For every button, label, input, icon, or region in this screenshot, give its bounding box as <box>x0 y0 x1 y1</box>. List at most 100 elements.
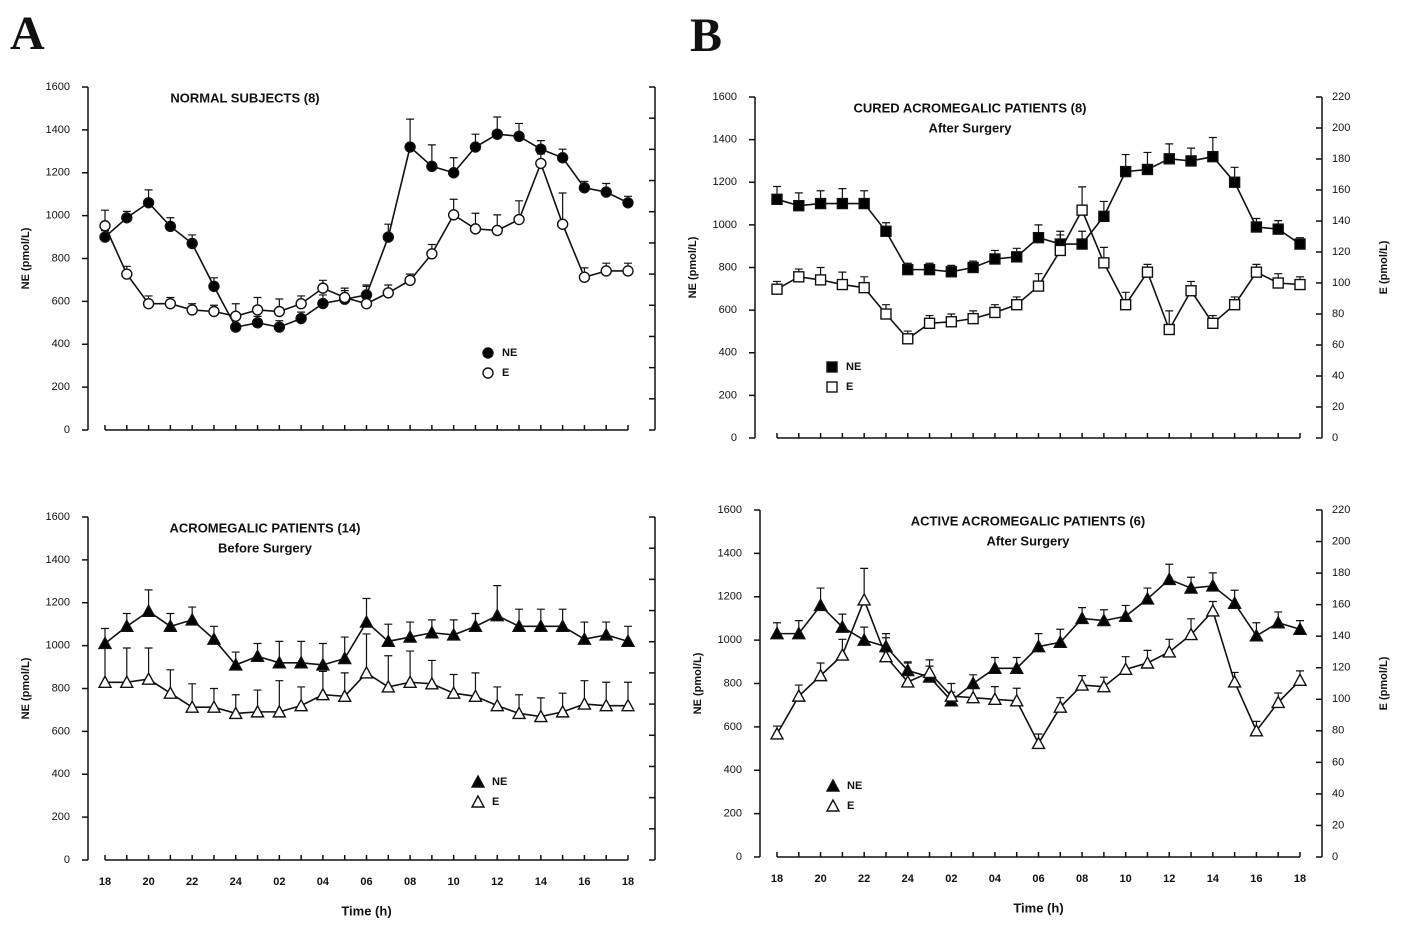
chart-title: ACTIVE ACROMEGALIC PATIENTS (6) <box>911 513 1145 528</box>
marker <box>446 627 461 641</box>
marker <box>1009 660 1024 675</box>
marker <box>1098 257 1110 269</box>
marker <box>1119 299 1132 311</box>
y-tick-label: 0 <box>736 851 742 863</box>
y2-tick-label: 140 <box>1332 215 1350 227</box>
y2-tick-label: 180 <box>1332 567 1350 579</box>
y2-tick-label: 140 <box>1332 630 1350 642</box>
marker <box>599 698 614 712</box>
marker <box>317 282 329 294</box>
marker <box>293 698 309 712</box>
legend-marker <box>470 794 486 808</box>
marker <box>814 197 827 210</box>
marker <box>1271 615 1286 629</box>
marker <box>1011 299 1023 311</box>
marker <box>119 618 134 633</box>
y2-tick-label: 0 <box>1332 432 1338 444</box>
marker <box>337 688 352 702</box>
marker <box>1185 155 1197 167</box>
marker <box>535 157 547 170</box>
y-tick-label: 800 <box>52 682 70 694</box>
y2-tick-label: 120 <box>665 667 683 679</box>
marker <box>208 280 220 293</box>
marker <box>1185 285 1197 297</box>
legend-marker <box>482 347 494 359</box>
y2-tick-label: 180 <box>665 573 683 585</box>
marker <box>1183 580 1199 594</box>
marker <box>880 308 892 320</box>
y-tick-label: 600 <box>52 725 70 737</box>
marker <box>791 626 806 640</box>
marker <box>1096 679 1112 693</box>
x-tick-label: 16 <box>578 876 590 888</box>
marker <box>1292 621 1308 635</box>
y2-axis-labels: 0 20 40 60 80 100 120 140 160 180 200 220 E (pmol/L) <box>1332 91 1390 444</box>
marker <box>424 625 440 639</box>
y2-tick-label: 40 <box>665 362 677 374</box>
marker <box>533 709 549 723</box>
x-axis-label: Time (h) <box>1013 900 1063 915</box>
marker <box>1205 578 1221 592</box>
marker <box>1074 677 1090 691</box>
series-line <box>105 671 628 718</box>
marker <box>967 261 979 274</box>
marker <box>295 298 307 310</box>
marker <box>1272 223 1284 235</box>
marker <box>1032 231 1045 244</box>
legend-marker <box>826 381 838 393</box>
marker <box>989 306 1001 319</box>
marker <box>491 128 503 140</box>
y-tick-label: 1400 <box>46 124 70 136</box>
y-tick-label: 1200 <box>713 176 737 188</box>
marker <box>424 676 440 690</box>
marker <box>923 317 936 329</box>
marker <box>620 698 636 712</box>
marker <box>791 688 806 702</box>
marker <box>164 298 177 310</box>
legend-label: E <box>502 367 509 379</box>
marker <box>426 248 438 260</box>
y2-tick-label: 40 <box>665 792 677 804</box>
y-tick-label: 200 <box>719 389 737 401</box>
y2-tick-label: 0 <box>1332 851 1338 863</box>
y2-tick-label: 100 <box>1332 277 1350 289</box>
marker <box>945 266 958 278</box>
marker <box>902 333 914 345</box>
marker <box>1141 266 1154 278</box>
legend-label: NE <box>502 347 517 359</box>
panel-label: A <box>10 7 45 60</box>
marker <box>878 649 894 663</box>
marker <box>1031 639 1046 653</box>
marker <box>577 696 592 710</box>
y2-tick-label: 20 <box>665 393 677 405</box>
y-tick-label: 200 <box>724 808 742 820</box>
y2-tick-label: 80 <box>1332 308 1344 320</box>
legend-label: NE <box>492 776 507 788</box>
marker <box>206 699 222 713</box>
legend-label: E <box>847 800 854 812</box>
marker <box>793 199 805 212</box>
y2-tick-label: 60 <box>665 330 677 342</box>
y2-tick-label: 20 <box>1332 401 1344 413</box>
marker <box>230 321 242 333</box>
marker <box>902 263 914 276</box>
marker <box>339 291 351 304</box>
marker <box>1074 610 1090 625</box>
marker <box>447 209 460 221</box>
marker <box>1118 608 1133 622</box>
y2-tick-label: 100 <box>665 268 683 280</box>
marker <box>835 647 850 661</box>
marker <box>468 618 483 633</box>
series-line <box>776 155 1301 273</box>
marker <box>600 265 612 277</box>
marker <box>1227 595 1242 609</box>
y2-tick-label: 20 <box>1332 819 1344 831</box>
marker <box>1140 655 1155 669</box>
marker <box>250 704 265 718</box>
marker <box>769 726 785 740</box>
panel-label: B <box>690 9 722 62</box>
x-tick-label: 20 <box>814 873 826 885</box>
y2-tick-label: 0 <box>665 424 671 436</box>
y2-axis-label: E (pmol/L) <box>1378 656 1390 710</box>
